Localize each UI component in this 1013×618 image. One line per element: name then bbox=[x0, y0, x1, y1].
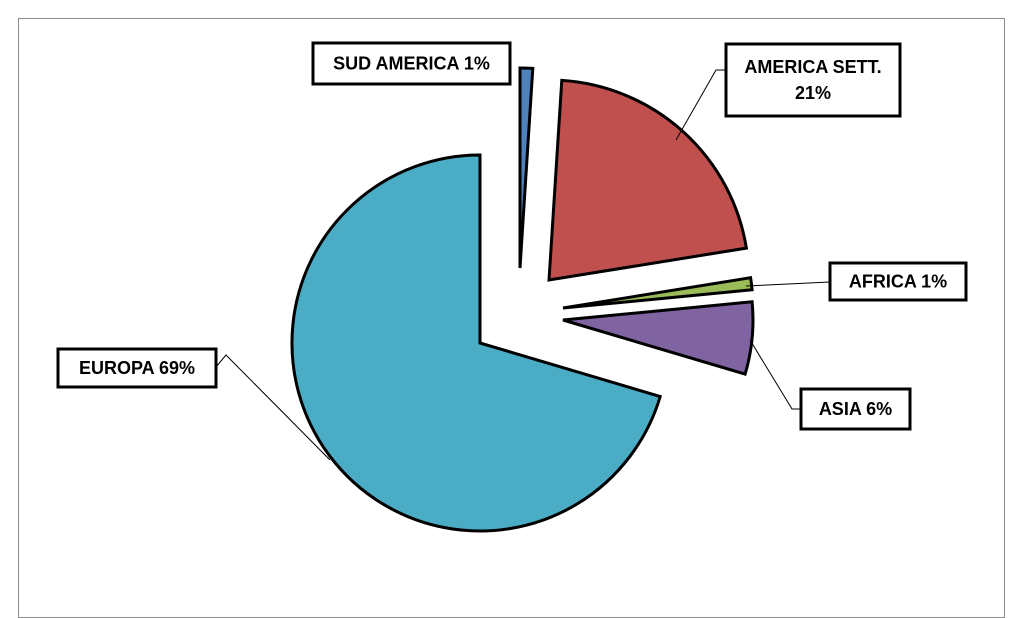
pie-slice-europa bbox=[290, 153, 663, 533]
pie-slice-africa bbox=[562, 275, 754, 310]
pie-slice-america-sett bbox=[547, 78, 749, 282]
data-label-text: AFRICA 1% bbox=[849, 272, 947, 292]
data-label: ASIA 6% bbox=[799, 387, 912, 431]
leader-line bbox=[215, 354, 331, 461]
data-label: SUD AMERICA 1% bbox=[311, 41, 512, 86]
data-label-box bbox=[799, 387, 912, 431]
data-label-box bbox=[828, 261, 968, 302]
pie-slice-asia bbox=[562, 300, 755, 376]
pie-slice-sud-america bbox=[518, 66, 535, 269]
leader-line bbox=[675, 69, 726, 141]
data-label: EUROPA 69% bbox=[56, 347, 218, 389]
leader-line bbox=[745, 281, 831, 287]
data-label: AMERICA SETT. 21% bbox=[724, 42, 902, 118]
data-label-box bbox=[56, 347, 218, 389]
data-label-box bbox=[724, 42, 902, 118]
data-label-text: AMERICA SETT. bbox=[744, 57, 881, 77]
data-label: AFRICA 1% bbox=[828, 261, 968, 302]
leader-line bbox=[749, 339, 801, 410]
data-label-box bbox=[311, 41, 512, 86]
data-label-text: SUD AMERICA 1% bbox=[333, 54, 490, 74]
data-label-text: 21% bbox=[795, 83, 831, 103]
data-label-text: EUROPA 69% bbox=[79, 358, 195, 378]
data-label-text: ASIA 6% bbox=[819, 399, 892, 419]
